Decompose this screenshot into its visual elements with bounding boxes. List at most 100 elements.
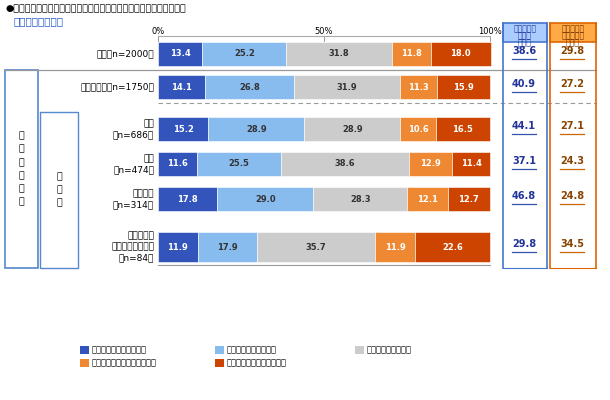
Text: 17.9: 17.9	[217, 242, 237, 252]
Bar	[437, 75, 490, 99]
Text: 40.9: 40.9	[512, 79, 536, 89]
Bar	[217, 187, 314, 211]
Bar	[209, 117, 304, 141]
Text: 29.8: 29.8	[560, 46, 584, 56]
Text: 27.2: 27.2	[560, 79, 584, 89]
Text: 土木
［n=474］: 土木 ［n=474］	[113, 154, 154, 174]
Text: 12.9: 12.9	[420, 160, 441, 168]
Bar	[80, 346, 89, 354]
Text: プラント・
エンジニアリング
［n=84］: プラント・ エンジニアリング ［n=84］	[111, 231, 154, 262]
Text: 14.1: 14.1	[171, 82, 192, 92]
Text: 全く携わりたいと思わない: 全く携わりたいと思わない	[227, 358, 287, 368]
Bar	[436, 117, 490, 141]
Bar	[158, 75, 205, 99]
Bar	[392, 42, 431, 66]
Bar	[40, 112, 78, 268]
Text: 全体［n=2000］: 全体［n=2000］	[96, 50, 154, 58]
Text: 35.7: 35.7	[306, 242, 326, 252]
Text: 38.6: 38.6	[335, 160, 356, 168]
Text: 職
種
別: 職 種 別	[56, 172, 62, 208]
Bar	[215, 359, 224, 367]
Text: 27.1: 27.1	[560, 121, 584, 131]
Text: 24.3: 24.3	[560, 156, 584, 166]
Bar	[452, 152, 490, 176]
Text: 28.9: 28.9	[246, 124, 267, 134]
Bar	[158, 117, 209, 141]
Bar	[215, 346, 224, 354]
Bar	[294, 75, 400, 99]
Text: 37.1: 37.1	[512, 156, 536, 166]
Bar	[355, 346, 364, 354]
Bar	[196, 152, 281, 176]
Bar	[415, 232, 490, 262]
Text: 25.2: 25.2	[234, 50, 255, 58]
Bar	[5, 70, 38, 268]
Text: 11.3: 11.3	[408, 82, 429, 92]
Bar	[286, 42, 392, 66]
Text: 31.9: 31.9	[337, 82, 357, 92]
Text: 《新国立競技場》: 《新国立競技場》	[14, 16, 64, 26]
Bar	[205, 75, 294, 99]
Bar	[203, 42, 286, 66]
Text: 31.8: 31.8	[329, 50, 350, 58]
Bar	[314, 187, 407, 211]
Text: 25.5: 25.5	[228, 160, 249, 168]
Bar	[281, 152, 409, 176]
Text: 22.6: 22.6	[442, 242, 463, 252]
Bar	[550, 23, 596, 42]
Text: と思わない: と思わない	[561, 31, 584, 40]
Text: 12.7: 12.7	[458, 194, 479, 204]
Text: 10.6: 10.6	[407, 124, 428, 134]
Text: 100%: 100%	[478, 28, 502, 36]
Text: 11.9: 11.9	[385, 242, 406, 252]
Bar	[407, 187, 448, 211]
Text: 29.0: 29.0	[255, 194, 276, 204]
Text: 16.5: 16.5	[453, 124, 473, 134]
Text: 38.6: 38.6	[512, 46, 536, 56]
Text: 15.9: 15.9	[453, 82, 474, 92]
Text: あまり携わりたいと思わない: あまり携わりたいと思わない	[92, 358, 157, 368]
Text: 29.8: 29.8	[512, 239, 536, 249]
Text: 0%: 0%	[151, 28, 165, 36]
Text: 11.6: 11.6	[167, 160, 188, 168]
Bar	[304, 117, 400, 141]
Text: 設備工事
［n=314］: 設備工事 ［n=314］	[113, 189, 154, 209]
Bar	[158, 187, 217, 211]
Bar	[400, 75, 437, 99]
Text: 28.9: 28.9	[342, 124, 363, 134]
Text: 13.4: 13.4	[170, 50, 190, 58]
Text: 15.2: 15.2	[173, 124, 193, 134]
Text: 11.9: 11.9	[167, 242, 188, 252]
Text: どちらともいえない: どちらともいえない	[367, 346, 412, 354]
Text: 建設業　計［n=1750］: 建設業 計［n=1750］	[80, 82, 154, 92]
Text: 11.8: 11.8	[401, 50, 422, 58]
Text: 26.8: 26.8	[239, 82, 260, 92]
Text: やや携わりたいと思い: やや携わりたいと思い	[227, 346, 277, 354]
Bar	[257, 232, 376, 262]
Bar	[158, 232, 198, 262]
Text: ●プロジェクトに対し、どのくらい携わりたいと思うか［単一回答］: ●プロジェクトに対し、どのくらい携わりたいと思うか［単一回答］	[6, 4, 187, 13]
Text: 44.1: 44.1	[512, 121, 536, 131]
Text: 建築
［n=686］: 建築 ［n=686］	[113, 119, 154, 139]
Bar	[400, 117, 436, 141]
Bar	[158, 152, 196, 176]
Text: 非常に携わりたいと思う: 非常に携わりたいと思う	[92, 346, 147, 354]
Text: 34.5: 34.5	[560, 239, 584, 249]
Bar	[431, 42, 490, 66]
Bar	[376, 232, 415, 262]
Bar	[503, 23, 547, 42]
Text: 建
設
業
従
事
者: 建 設 業 従 事 者	[19, 132, 24, 206]
Text: 携わりたい: 携わりたい	[514, 24, 537, 33]
Text: 携わりたい: 携わりたい	[561, 24, 584, 33]
Text: 18.0: 18.0	[450, 50, 471, 58]
Text: （計）: （計）	[566, 38, 580, 47]
Text: 28.3: 28.3	[350, 194, 371, 204]
Text: 17.8: 17.8	[178, 194, 198, 204]
Text: 50%: 50%	[315, 28, 333, 36]
Bar	[198, 232, 257, 262]
Text: 11.4: 11.4	[461, 160, 481, 168]
Text: と思う: と思う	[518, 31, 532, 40]
Bar	[158, 42, 203, 66]
Bar	[409, 152, 452, 176]
Text: 46.8: 46.8	[512, 191, 536, 201]
